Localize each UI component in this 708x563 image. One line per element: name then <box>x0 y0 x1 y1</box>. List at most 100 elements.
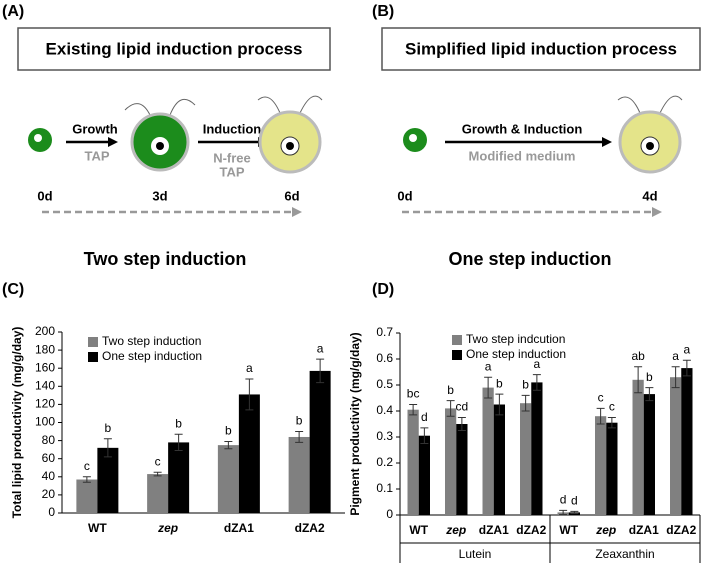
cell <box>403 128 427 152</box>
y-tick-label: 100 <box>35 415 55 429</box>
bar <box>217 445 239 513</box>
y-tick-label: 40 <box>42 469 56 483</box>
error-bar <box>457 417 466 431</box>
significance-letter: cd <box>456 400 469 414</box>
bar <box>595 416 607 515</box>
significance-letter: b <box>522 378 529 392</box>
step-label: Growth <box>72 121 118 136</box>
title: Existing lipid induction process <box>46 39 303 58</box>
error-bar <box>420 427 429 444</box>
medium-label: TAP <box>84 148 109 163</box>
significance-letter: d <box>560 492 567 506</box>
legend-label: One step induction <box>466 347 566 361</box>
panel-label: (C) <box>2 281 24 298</box>
y-tick-label: 80 <box>42 433 56 447</box>
arrow-head <box>652 207 662 217</box>
x-tick-label: WT <box>559 523 578 537</box>
x-tick-label: dZA1 <box>224 521 254 535</box>
panel-label: (A) <box>2 3 24 20</box>
x-tick-label: dZA2 <box>666 523 696 537</box>
arrow-head <box>602 137 612 147</box>
legend-swatch <box>88 337 98 347</box>
bar <box>681 368 693 515</box>
y-tick-label: 0.2 <box>376 455 393 469</box>
time-label: 3d <box>152 188 167 203</box>
medium-label: N-free <box>213 150 251 165</box>
group-label: Lutein <box>459 547 492 561</box>
significance-letter: b <box>225 424 232 438</box>
legend-label: Two step indcution <box>466 332 565 346</box>
legend-swatch <box>452 350 462 360</box>
medium-label: TAP <box>219 164 244 179</box>
bar <box>445 408 457 515</box>
error-bar <box>295 431 304 443</box>
significance-letter: c <box>609 400 615 414</box>
significance-letter: a <box>317 341 324 355</box>
bar <box>76 479 98 513</box>
y-tick-label: 20 <box>42 487 56 501</box>
bar <box>168 442 190 513</box>
y-tick-label: 0.7 <box>376 325 393 339</box>
title: Simplified lipid induction process <box>405 39 677 58</box>
time-label: 0d <box>397 188 412 203</box>
legend-label: One step induction <box>102 349 202 363</box>
step-label: Growth & Induction <box>462 121 583 136</box>
error-bar <box>409 404 418 416</box>
significance-letter: b <box>496 376 503 390</box>
significance-letter: b <box>646 370 653 384</box>
y-tick-label: 0.3 <box>376 429 393 443</box>
significance-letter: a <box>672 349 679 363</box>
significance-letter: b <box>105 421 112 435</box>
bar <box>531 382 543 515</box>
arrow-head <box>292 207 302 217</box>
error-bar <box>153 471 162 477</box>
error-bar <box>316 358 325 384</box>
significance-letter: d <box>421 410 428 424</box>
bar <box>418 435 430 515</box>
error-bar <box>224 441 233 450</box>
group-label: Zeaxanthin <box>595 547 654 561</box>
error-bar <box>671 366 680 389</box>
cell <box>617 95 683 174</box>
arrow-head <box>108 137 118 147</box>
error-bar <box>484 376 493 399</box>
time-label: 4d <box>642 188 657 203</box>
y-tick-label: 60 <box>42 451 56 465</box>
significance-letter: d <box>571 494 578 508</box>
x-tick-label: zep <box>445 523 466 537</box>
x-tick-label: zep <box>595 523 616 537</box>
medium-label: Modified medium <box>469 148 576 163</box>
y-tick-label: 0.4 <box>376 403 393 417</box>
panel-label: (D) <box>372 281 394 298</box>
significance-letter: c <box>598 391 604 405</box>
title-box <box>17 27 331 71</box>
bar <box>309 370 331 513</box>
bar <box>520 403 532 515</box>
error-bar <box>521 394 530 412</box>
significance-letter: a <box>684 342 691 356</box>
y-axis-title: Pigment productivity (mg/g/day) <box>348 332 362 515</box>
significance-letter: ab <box>631 349 645 363</box>
x-tick-label: zep <box>157 521 178 535</box>
error-bar <box>596 407 605 425</box>
cell <box>257 95 323 174</box>
significance-letter: c <box>84 459 90 473</box>
bar <box>643 394 655 515</box>
error-bar <box>532 374 541 391</box>
significance-letter: a <box>485 359 492 373</box>
error-bar <box>245 378 254 411</box>
x-tick-label: dZA1 <box>479 523 509 537</box>
bar <box>670 377 682 515</box>
y-tick-label: 160 <box>35 360 55 374</box>
significance-letter: b <box>175 416 182 430</box>
error-bar <box>559 509 568 515</box>
legend-label: Two step induction <box>102 334 201 348</box>
error-bar <box>607 417 616 429</box>
cell <box>28 128 52 152</box>
legend-swatch <box>452 335 462 345</box>
error-bar <box>103 438 112 458</box>
time-label: 0d <box>37 188 52 203</box>
bar <box>238 394 260 513</box>
legend-swatch <box>88 352 98 362</box>
bar <box>97 447 119 513</box>
